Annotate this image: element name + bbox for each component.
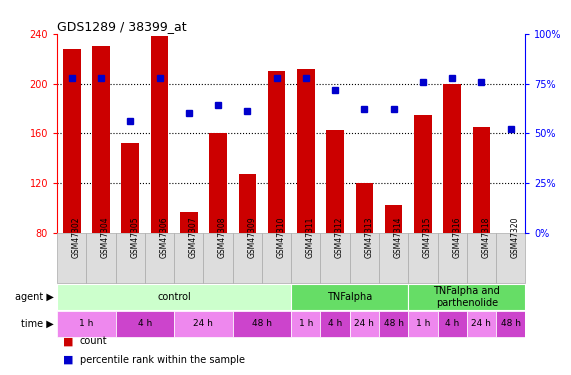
FancyBboxPatch shape xyxy=(379,311,408,337)
Text: ■: ■ xyxy=(63,336,73,346)
FancyBboxPatch shape xyxy=(349,311,379,337)
FancyBboxPatch shape xyxy=(467,311,496,337)
Text: GSM47305: GSM47305 xyxy=(130,216,139,258)
Text: TNFalpha: TNFalpha xyxy=(327,292,372,302)
FancyBboxPatch shape xyxy=(233,311,291,337)
Bar xyxy=(473,127,490,233)
FancyBboxPatch shape xyxy=(320,311,349,337)
Text: GSM47315: GSM47315 xyxy=(423,216,432,258)
Text: 24 h: 24 h xyxy=(472,320,492,328)
Text: 4 h: 4 h xyxy=(328,320,342,328)
Text: TNFalpha and
parthenolide: TNFalpha and parthenolide xyxy=(433,286,500,308)
FancyBboxPatch shape xyxy=(408,233,437,283)
Bar xyxy=(268,71,286,233)
Text: percentile rank within the sample: percentile rank within the sample xyxy=(80,355,245,365)
FancyBboxPatch shape xyxy=(349,233,379,283)
FancyBboxPatch shape xyxy=(379,233,408,283)
Bar xyxy=(327,130,344,233)
FancyBboxPatch shape xyxy=(291,284,408,310)
Text: GSM47320: GSM47320 xyxy=(510,216,520,258)
FancyBboxPatch shape xyxy=(145,233,174,283)
Text: GSM47308: GSM47308 xyxy=(218,216,227,258)
Text: 4 h: 4 h xyxy=(445,320,459,328)
Text: GSM47313: GSM47313 xyxy=(364,216,373,258)
Text: GSM47306: GSM47306 xyxy=(159,216,168,258)
Bar xyxy=(180,212,198,233)
Text: 4 h: 4 h xyxy=(138,320,152,328)
Bar xyxy=(209,134,227,233)
FancyBboxPatch shape xyxy=(408,311,437,337)
Text: 48 h: 48 h xyxy=(501,320,521,328)
Bar xyxy=(444,84,461,233)
FancyBboxPatch shape xyxy=(408,284,525,310)
Text: GSM47309: GSM47309 xyxy=(247,216,256,258)
Bar xyxy=(93,46,110,233)
Bar xyxy=(63,49,81,233)
Text: GDS1289 / 38399_at: GDS1289 / 38399_at xyxy=(57,20,187,33)
Text: agent ▶: agent ▶ xyxy=(15,292,54,302)
Bar xyxy=(297,69,315,233)
Text: 24 h: 24 h xyxy=(355,320,375,328)
Text: 24 h: 24 h xyxy=(194,320,214,328)
Bar xyxy=(356,183,373,233)
Text: 48 h: 48 h xyxy=(252,320,272,328)
FancyBboxPatch shape xyxy=(437,311,467,337)
FancyBboxPatch shape xyxy=(86,233,115,283)
Text: GSM47312: GSM47312 xyxy=(335,216,344,258)
FancyBboxPatch shape xyxy=(115,311,174,337)
FancyBboxPatch shape xyxy=(57,284,291,310)
FancyBboxPatch shape xyxy=(174,311,233,337)
Text: GSM47316: GSM47316 xyxy=(452,216,461,258)
FancyBboxPatch shape xyxy=(262,233,291,283)
Text: ■: ■ xyxy=(63,355,73,365)
Text: GSM47307: GSM47307 xyxy=(189,216,198,258)
Bar xyxy=(122,143,139,233)
Text: GSM47314: GSM47314 xyxy=(393,216,403,258)
FancyBboxPatch shape xyxy=(174,233,203,283)
FancyBboxPatch shape xyxy=(437,233,467,283)
Text: GSM47304: GSM47304 xyxy=(101,216,110,258)
FancyBboxPatch shape xyxy=(203,233,233,283)
Text: 1 h: 1 h xyxy=(416,320,430,328)
FancyBboxPatch shape xyxy=(467,233,496,283)
Text: time ▶: time ▶ xyxy=(22,319,54,329)
FancyBboxPatch shape xyxy=(320,233,349,283)
FancyBboxPatch shape xyxy=(291,233,320,283)
Text: control: control xyxy=(157,292,191,302)
Text: GSM47311: GSM47311 xyxy=(306,216,315,258)
Bar xyxy=(414,115,432,233)
Bar xyxy=(385,206,403,233)
Text: 48 h: 48 h xyxy=(384,320,404,328)
Text: 1 h: 1 h xyxy=(299,320,313,328)
FancyBboxPatch shape xyxy=(291,311,320,337)
FancyBboxPatch shape xyxy=(233,233,262,283)
Bar xyxy=(239,174,256,233)
Bar xyxy=(151,36,168,233)
Text: GSM47310: GSM47310 xyxy=(276,216,286,258)
Text: GSM47302: GSM47302 xyxy=(72,216,81,258)
Text: count: count xyxy=(80,336,107,346)
Text: GSM47318: GSM47318 xyxy=(481,216,490,258)
FancyBboxPatch shape xyxy=(496,233,525,283)
FancyBboxPatch shape xyxy=(115,233,145,283)
FancyBboxPatch shape xyxy=(57,311,115,337)
FancyBboxPatch shape xyxy=(496,311,525,337)
FancyBboxPatch shape xyxy=(57,233,86,283)
Text: 1 h: 1 h xyxy=(79,320,94,328)
